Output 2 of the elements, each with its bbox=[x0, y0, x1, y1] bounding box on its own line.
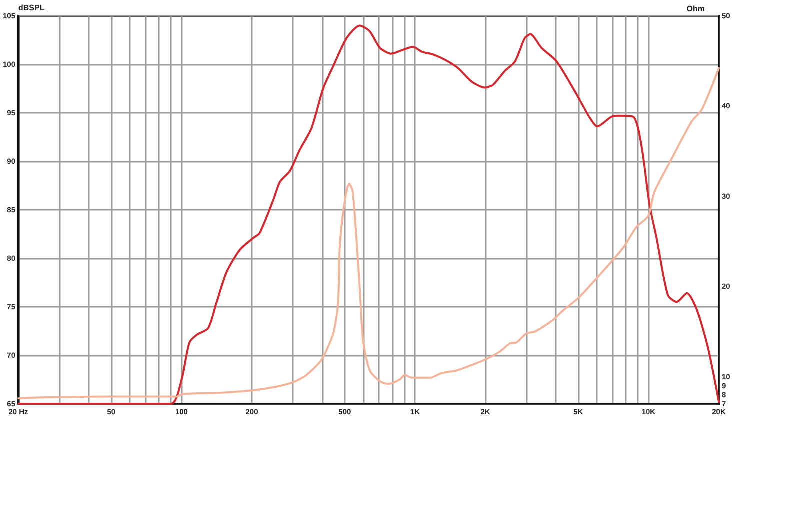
y2-axis-title: Ohm bbox=[686, 4, 705, 14]
y-axis-title: dBSPL bbox=[18, 4, 45, 13]
